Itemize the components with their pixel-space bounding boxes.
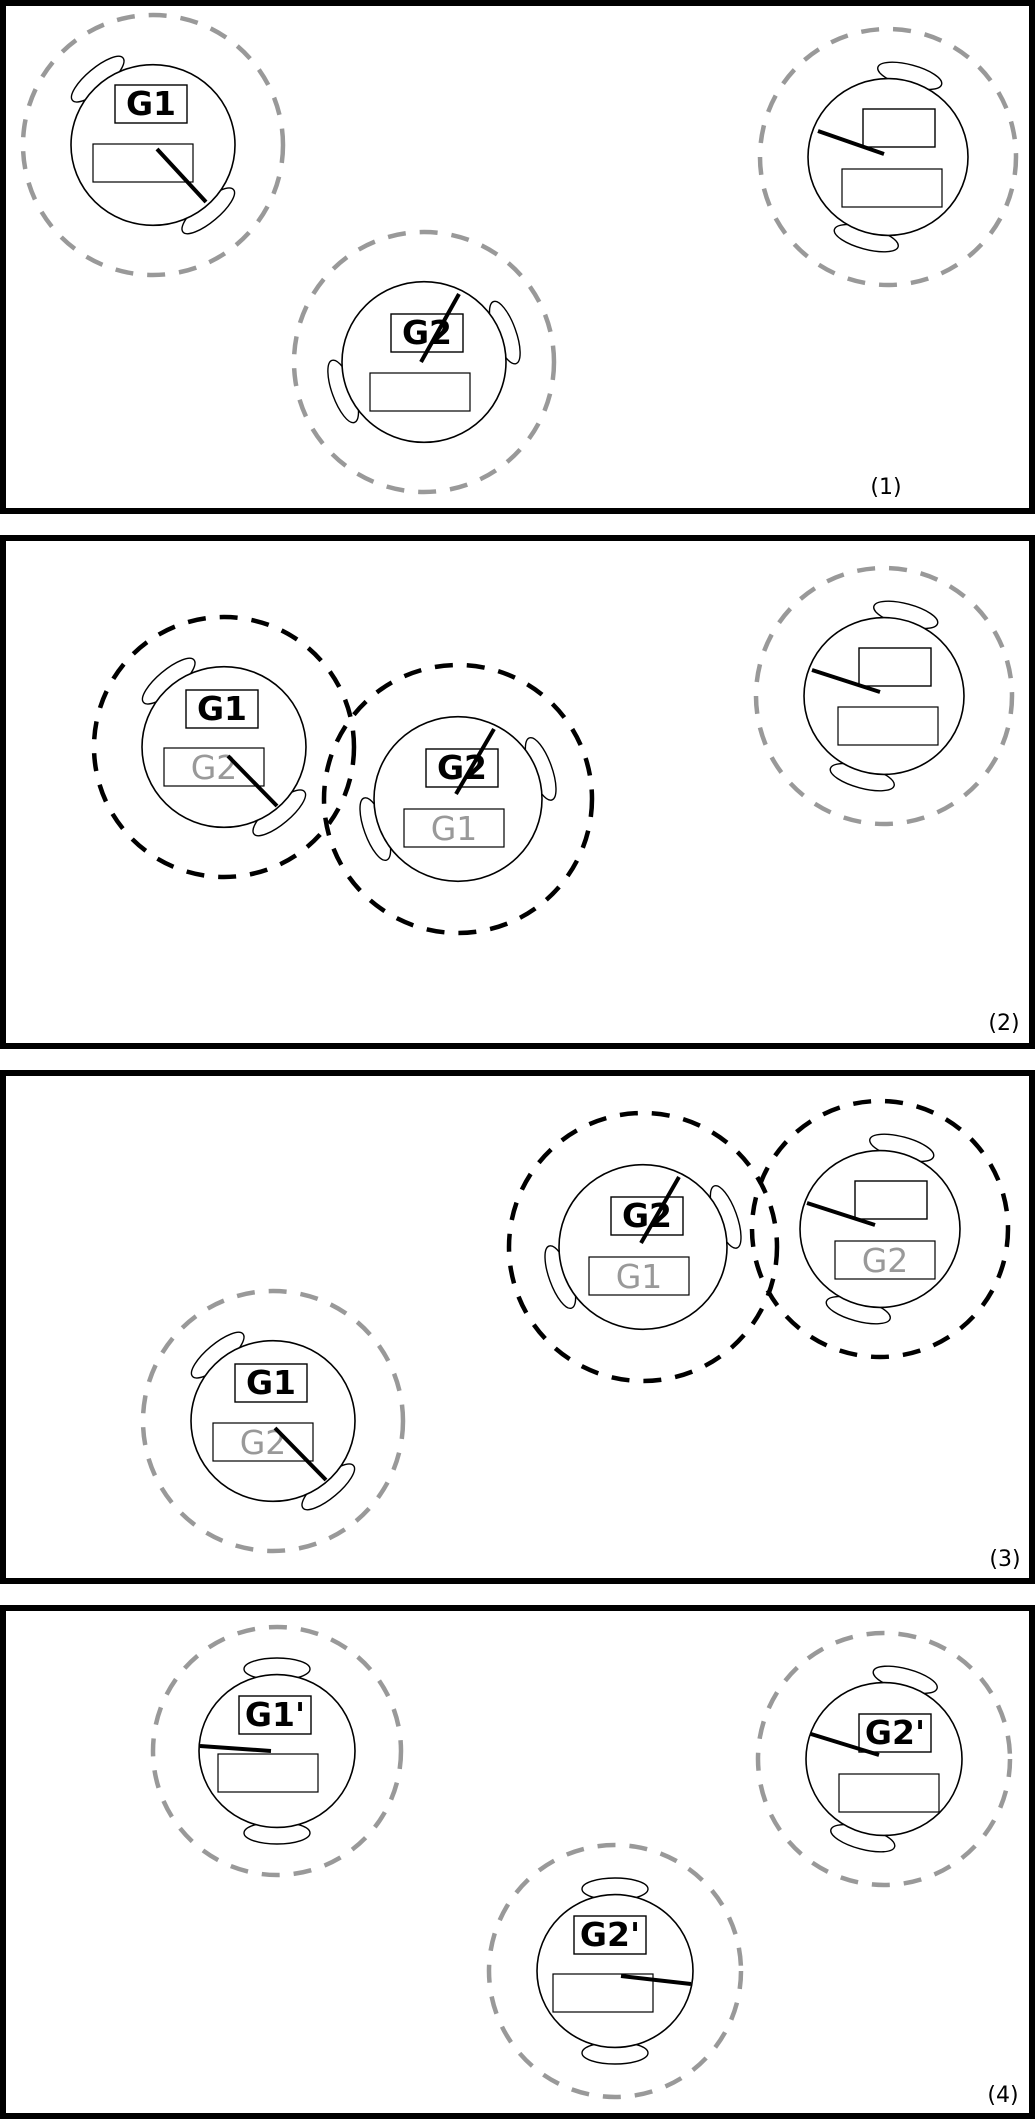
own-goal-box [390, 313, 464, 353]
panel-frame [0, 1605, 1035, 2119]
received-goal-box [163, 747, 265, 787]
received-goal-box [834, 1240, 936, 1280]
own-goal-box [234, 1363, 308, 1403]
communication-range-inactive [20, 12, 286, 278]
communication-range-inactive [757, 26, 1019, 288]
heading-indicator [810, 1732, 880, 1757]
communication-range-active [749, 1098, 1011, 1360]
own-goal-label: G1 [126, 84, 176, 123]
robot [753, 565, 1015, 827]
heading-indicator [199, 1744, 272, 1753]
received-goal-box [841, 168, 943, 208]
own-goal-label: G2' [580, 1915, 640, 1954]
robot: G1 G2 [140, 1288, 406, 1554]
received-goal-box [403, 808, 505, 848]
communication-range-active [506, 1110, 780, 1384]
communication-range-active [91, 614, 357, 880]
panel-number: (4) [987, 2083, 1018, 2108]
communication-range-inactive [140, 1288, 406, 1554]
panel-frame [0, 1070, 1035, 1584]
robot-body [70, 63, 236, 227]
panel-frame [0, 0, 1035, 514]
received-goal-label: G2 [191, 748, 238, 787]
own-goal-label: G1 [246, 1363, 296, 1402]
panel-number: (1) [870, 475, 901, 500]
communication-range-inactive [755, 1630, 1013, 1888]
heading-indicator [620, 1974, 692, 1986]
heading-indicator [419, 293, 461, 363]
own-goal-box [185, 689, 259, 729]
robot: G1 [20, 12, 286, 278]
robot-body [558, 1163, 728, 1331]
robot: G2 [291, 229, 557, 495]
received-goal-box [217, 1753, 319, 1793]
robot-body [803, 616, 965, 776]
own-goal-label: G2' [865, 1713, 925, 1752]
heading-indicator [273, 1426, 328, 1482]
received-goal-box [837, 706, 939, 746]
received-goal-label: G2 [862, 1241, 909, 1280]
own-goal-box [238, 1695, 312, 1735]
own-goal-label: G1' [245, 1695, 305, 1734]
received-goal-label: G1 [431, 809, 478, 848]
robot: G2 [749, 1098, 1011, 1360]
robot: G2' [486, 1842, 744, 2100]
own-goal-box [854, 1180, 928, 1220]
heading-indicator [817, 129, 885, 156]
heading-indicator [639, 1176, 681, 1244]
communication-range-inactive [753, 565, 1015, 827]
own-goal-box [114, 84, 188, 124]
communication-range-inactive [486, 1842, 744, 2100]
communication-range-inactive [150, 1624, 404, 1878]
received-goal-box [92, 143, 194, 183]
communication-range-inactive [291, 229, 557, 495]
robot-body [341, 280, 507, 444]
panel-4: G1' G2' G2' (4) [0, 1605, 1035, 2119]
received-goal-label: G2 [240, 1423, 287, 1462]
received-goal-box [369, 372, 471, 412]
robot-body [141, 665, 307, 829]
heading-indicator [454, 727, 496, 796]
panel-frame [0, 535, 1035, 1049]
robot-body [807, 77, 969, 237]
received-goal-box [212, 1422, 314, 1462]
heading-indicator [806, 1201, 876, 1227]
received-goal-box [552, 1973, 654, 2013]
received-goal-box [838, 1773, 940, 1813]
heading-indicator [226, 754, 279, 808]
own-goal-box [858, 647, 932, 687]
panel-number: (2) [988, 1011, 1019, 1036]
panel-number: (3) [989, 1547, 1020, 1572]
own-goal-box [858, 1713, 932, 1753]
robot: G1 G2 [91, 614, 357, 880]
robot: G1' [150, 1624, 404, 1878]
robot [757, 26, 1019, 288]
communication-range-active [321, 662, 595, 936]
own-goal-box [862, 108, 936, 148]
received-goal-box [588, 1256, 690, 1296]
robot-body [799, 1149, 961, 1309]
own-goal-box [573, 1915, 647, 1955]
robot-body [198, 1673, 356, 1829]
received-goal-label: G1 [616, 1257, 663, 1296]
robot-body [373, 715, 543, 883]
panel-1: G1 G2 (1) [0, 0, 1035, 514]
heading-indicator [155, 147, 208, 204]
own-goal-label: G1 [197, 689, 247, 728]
heading-indicator [811, 668, 881, 694]
robot: G2' [755, 1630, 1013, 1888]
